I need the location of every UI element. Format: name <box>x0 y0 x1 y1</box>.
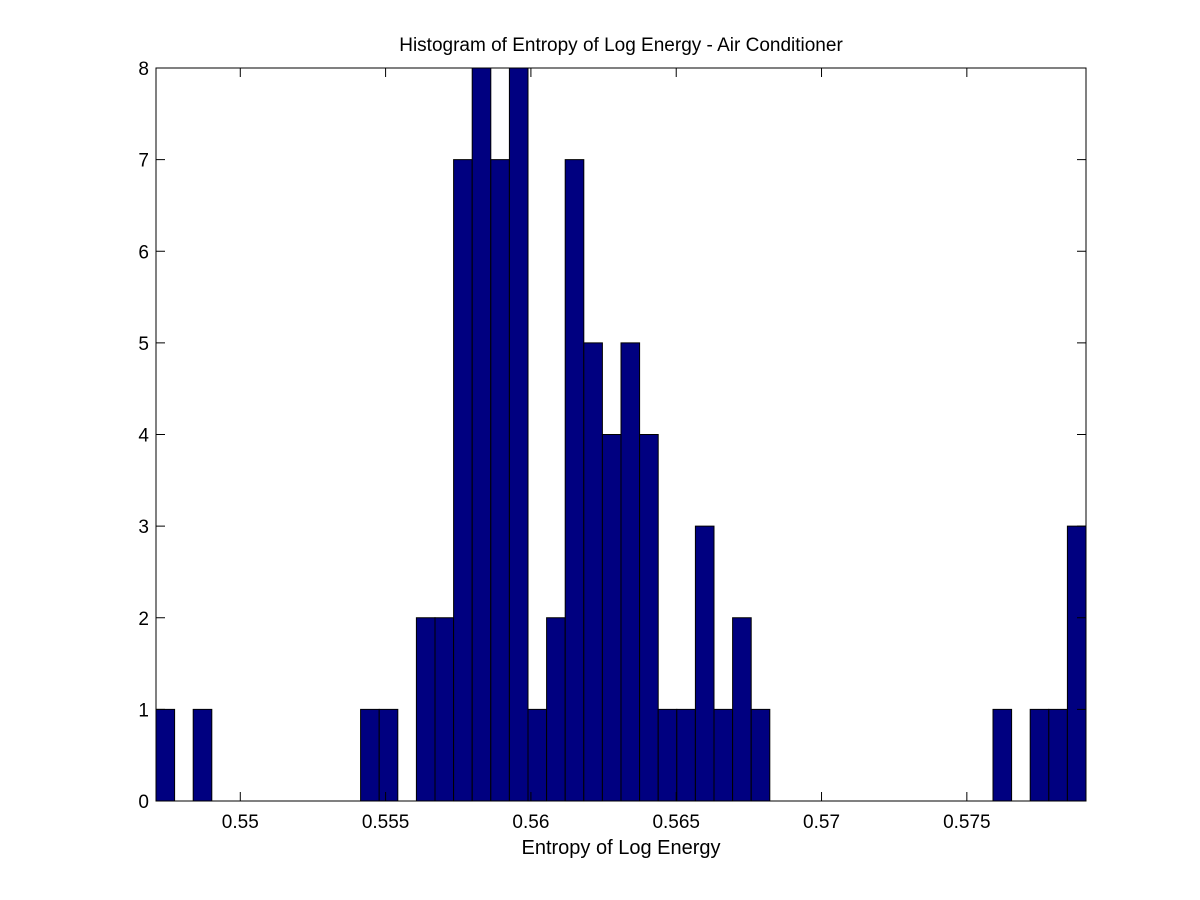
histogram-bar <box>639 434 659 802</box>
histogram-bar <box>360 708 380 802</box>
histogram-bar <box>583 342 603 802</box>
histogram-bar <box>713 708 734 802</box>
x-tick-label: 0.565 <box>652 812 700 833</box>
histogram-bar <box>155 708 176 802</box>
y-tick-label: 5 <box>138 334 149 355</box>
histogram-bar <box>453 159 473 802</box>
x-tick-labels: 0.55 0.555 0.56 0.565 0.57 0.575 <box>222 812 991 833</box>
x-tick-label: 0.57 <box>803 812 840 833</box>
y-tick-label: 3 <box>138 517 149 538</box>
histogram-bar <box>657 708 678 802</box>
x-axis-label: Entropy of Log Energy <box>521 837 720 859</box>
histogram-bar <box>490 159 510 802</box>
bars-group <box>155 67 1087 802</box>
histogram-bar <box>1066 525 1087 802</box>
y-tick-labels: 0 1 2 3 4 5 6 7 8 <box>138 59 149 813</box>
x-tick-label: 0.56 <box>512 812 549 833</box>
x-tick-label: 0.575 <box>943 812 991 833</box>
histogram-bar <box>732 617 752 802</box>
histogram-bar <box>676 708 696 802</box>
histogram-bar <box>564 159 585 802</box>
axis-ticks <box>156 67 1086 802</box>
histogram-bar <box>508 67 529 802</box>
histogram-bar <box>620 342 641 802</box>
y-tick-label: 4 <box>138 426 149 447</box>
histogram-bar <box>434 617 455 802</box>
y-tick-label: 6 <box>138 242 149 263</box>
histogram-bar <box>750 708 771 802</box>
histogram-bar <box>415 617 436 802</box>
histogram-bar <box>527 708 548 802</box>
histogram-bar <box>192 708 213 802</box>
y-tick-label: 1 <box>138 700 149 721</box>
histogram-bar <box>471 67 492 802</box>
histogram-bar <box>992 708 1013 802</box>
histogram-bar <box>1048 708 1068 802</box>
histogram-bar <box>378 708 399 802</box>
x-tick-label: 0.55 <box>222 812 259 833</box>
histogram-bar <box>694 525 715 802</box>
x-tick-label: 0.555 <box>362 812 410 833</box>
histogram-bar <box>546 617 566 802</box>
y-tick-label: 2 <box>138 609 149 630</box>
y-tick-label: 8 <box>138 59 149 80</box>
histogram-bar <box>601 434 622 802</box>
histogram-bar <box>1029 708 1050 802</box>
chart-title: Histogram of Entropy of Log Energy - Air… <box>399 35 843 56</box>
y-tick-label: 0 <box>138 792 149 813</box>
y-tick-label: 7 <box>138 151 149 172</box>
